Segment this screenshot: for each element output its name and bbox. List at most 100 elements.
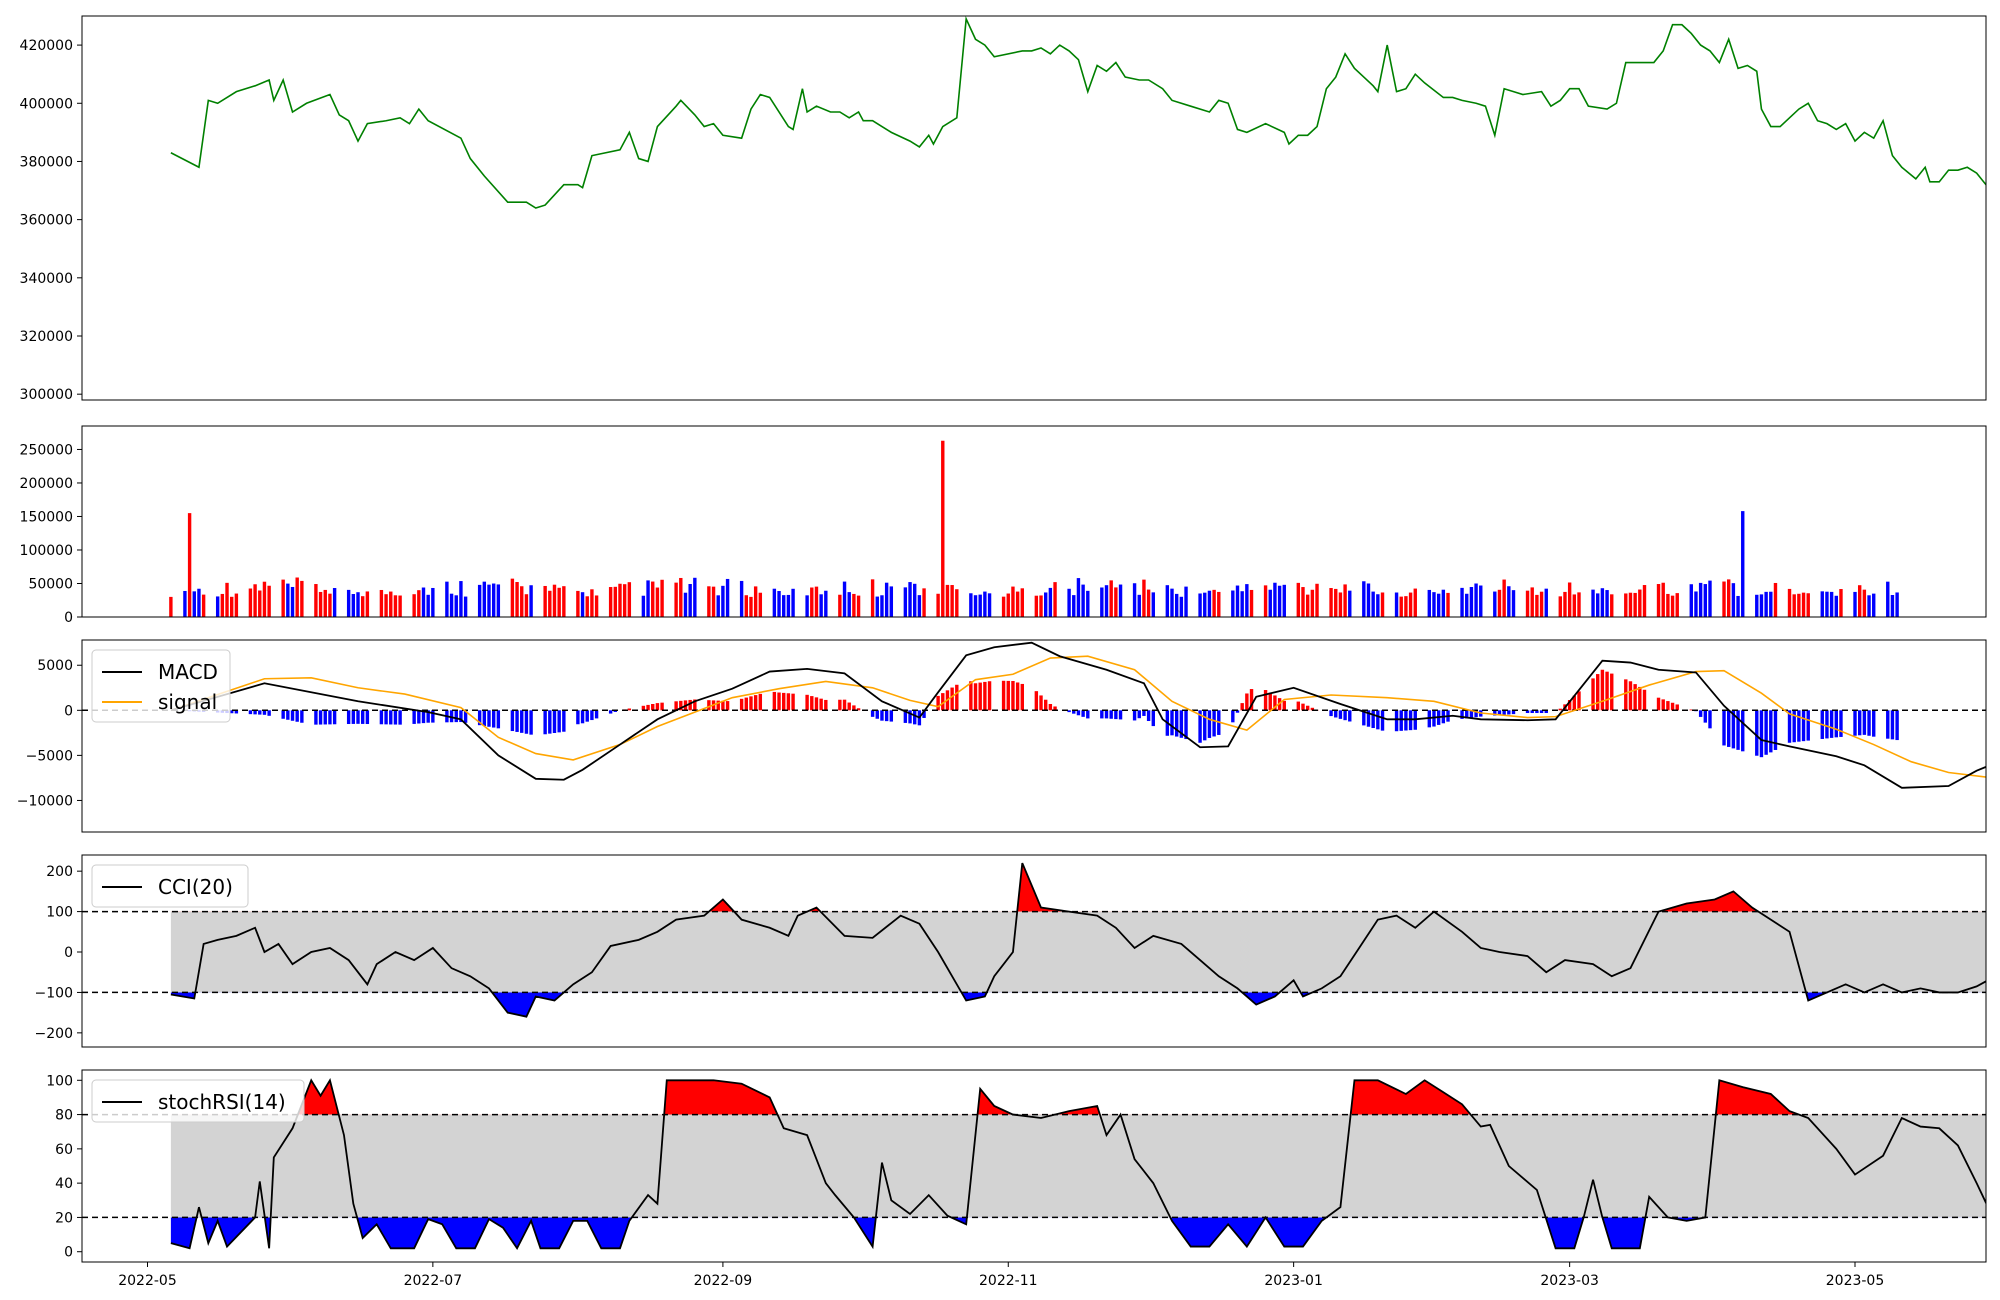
volume-bar <box>1886 581 1890 617</box>
volume-bar <box>248 588 253 617</box>
macd-histogram-bar <box>332 710 337 725</box>
volume-bar <box>1479 585 1483 617</box>
y-tick-label: 0 <box>64 945 73 961</box>
volume-bar <box>870 579 875 617</box>
volume-bar <box>908 582 912 617</box>
macd-histogram-bar <box>510 710 515 732</box>
macd-histogram-bar <box>1474 710 1478 718</box>
y-tick-label: 300000 <box>20 387 73 403</box>
macd-histogram-bar <box>842 699 847 711</box>
macd-histogram-bar <box>973 683 978 711</box>
macd-histogram-bar <box>1174 710 1179 737</box>
volume-bar <box>1366 583 1371 617</box>
volume-bar <box>1558 596 1562 617</box>
volume-bar <box>510 578 515 617</box>
volume-bar <box>1053 582 1057 617</box>
y-tick-label: 20 <box>55 1210 73 1226</box>
macd-histogram-bar <box>870 710 875 717</box>
volume-bar <box>1394 592 1399 617</box>
macd-histogram-bar <box>1727 710 1731 747</box>
x-tick-label: 2022-11 <box>979 1273 1038 1289</box>
volume-bar <box>487 584 491 617</box>
legend: MACD signal <box>91 649 231 723</box>
macd-histogram-bar <box>1610 673 1614 711</box>
macd-histogram-bar <box>1493 710 1497 716</box>
volume-bar <box>1867 595 1871 617</box>
volume-bar <box>1797 593 1801 617</box>
macd-histogram-bar <box>786 693 791 711</box>
macd-histogram-bar <box>328 710 332 725</box>
volume-bar <box>1825 591 1829 617</box>
plot-area-volume <box>169 440 1899 617</box>
volume-bar <box>749 596 753 617</box>
macd-histogram-bar <box>1048 704 1053 711</box>
cci-line <box>170 862 1986 1018</box>
macd-histogram-bar <box>491 710 496 728</box>
volume-bar <box>1235 585 1240 617</box>
volume-bar <box>295 577 299 617</box>
volume-bar <box>1544 588 1548 617</box>
macd-histogram-bar <box>1755 710 1759 756</box>
macd-histogram-bar <box>777 692 781 711</box>
volume-bar <box>786 594 791 617</box>
volume-bar <box>1104 585 1109 617</box>
macd-histogram-bar <box>1366 710 1371 727</box>
volume-bar <box>1656 584 1661 617</box>
volume-bar <box>777 591 781 617</box>
plot-area-macd <box>82 641 1986 789</box>
macd-histogram-bar <box>477 710 482 726</box>
panel-price: 300000 320000 340000 360000 380000 400000 4200… <box>20 15 1987 403</box>
macd-histogram-bar <box>1787 710 1792 743</box>
panel-frame <box>81 639 1987 833</box>
volume-bar <box>1432 592 1436 617</box>
macd-histogram-bar <box>1118 710 1123 720</box>
macd-histogram-bar <box>1675 704 1679 711</box>
macd-histogram-bar <box>552 710 557 733</box>
macd-histogram-bar <box>1137 710 1141 719</box>
volume-bar <box>1146 589 1151 617</box>
macd-histogram-bar <box>1104 710 1109 719</box>
volume-bar <box>1132 583 1137 617</box>
volume-bar <box>608 587 613 617</box>
macd-histogram-bar <box>557 710 561 733</box>
volume-bar <box>660 579 664 617</box>
macd-histogram-bar <box>459 710 463 723</box>
plot-area-cci <box>82 862 1986 1018</box>
volume-bar <box>290 586 295 617</box>
volume-bar <box>1427 589 1431 617</box>
volume-bar <box>791 588 795 617</box>
volume-bar <box>1413 588 1417 617</box>
macd-histogram-bar <box>1067 710 1071 713</box>
volume-bar <box>1535 594 1539 617</box>
volume-bar <box>1240 591 1244 617</box>
macd-histogram-bar <box>1567 700 1572 711</box>
volume-bar <box>1638 589 1642 617</box>
macd-histogram-bar <box>318 710 323 725</box>
x-tick-label: 2022-09 <box>694 1273 753 1289</box>
macd-histogram-bar <box>753 695 758 711</box>
volume-bar <box>1839 589 1843 617</box>
volume-bar <box>1567 582 1572 617</box>
macd-histogram-bar <box>688 699 692 711</box>
volume-bar <box>884 582 889 617</box>
volume-bar <box>1048 587 1053 617</box>
macd-histogram-bar <box>281 710 285 719</box>
macd-histogram-bar <box>1670 702 1675 711</box>
y-tick-label: −10000 <box>17 793 73 809</box>
volume-bar <box>1137 594 1141 617</box>
panel-frame <box>81 1069 1987 1263</box>
volume-bar <box>230 596 234 617</box>
volume-bar <box>258 590 262 617</box>
volume-bar <box>1039 595 1043 617</box>
volume-bar <box>618 583 622 617</box>
volume-bar <box>1203 592 1207 617</box>
volume-bar <box>318 591 323 617</box>
macd-histogram-bar <box>660 702 664 711</box>
volume-bar <box>613 586 618 617</box>
volume-bar <box>1511 590 1516 617</box>
macd-histogram-bar <box>852 705 856 711</box>
macd-histogram-bar <box>908 710 912 724</box>
macd-histogram-bar <box>791 693 795 711</box>
volume-bar <box>903 587 908 617</box>
macd-histogram-bar <box>1792 710 1796 743</box>
